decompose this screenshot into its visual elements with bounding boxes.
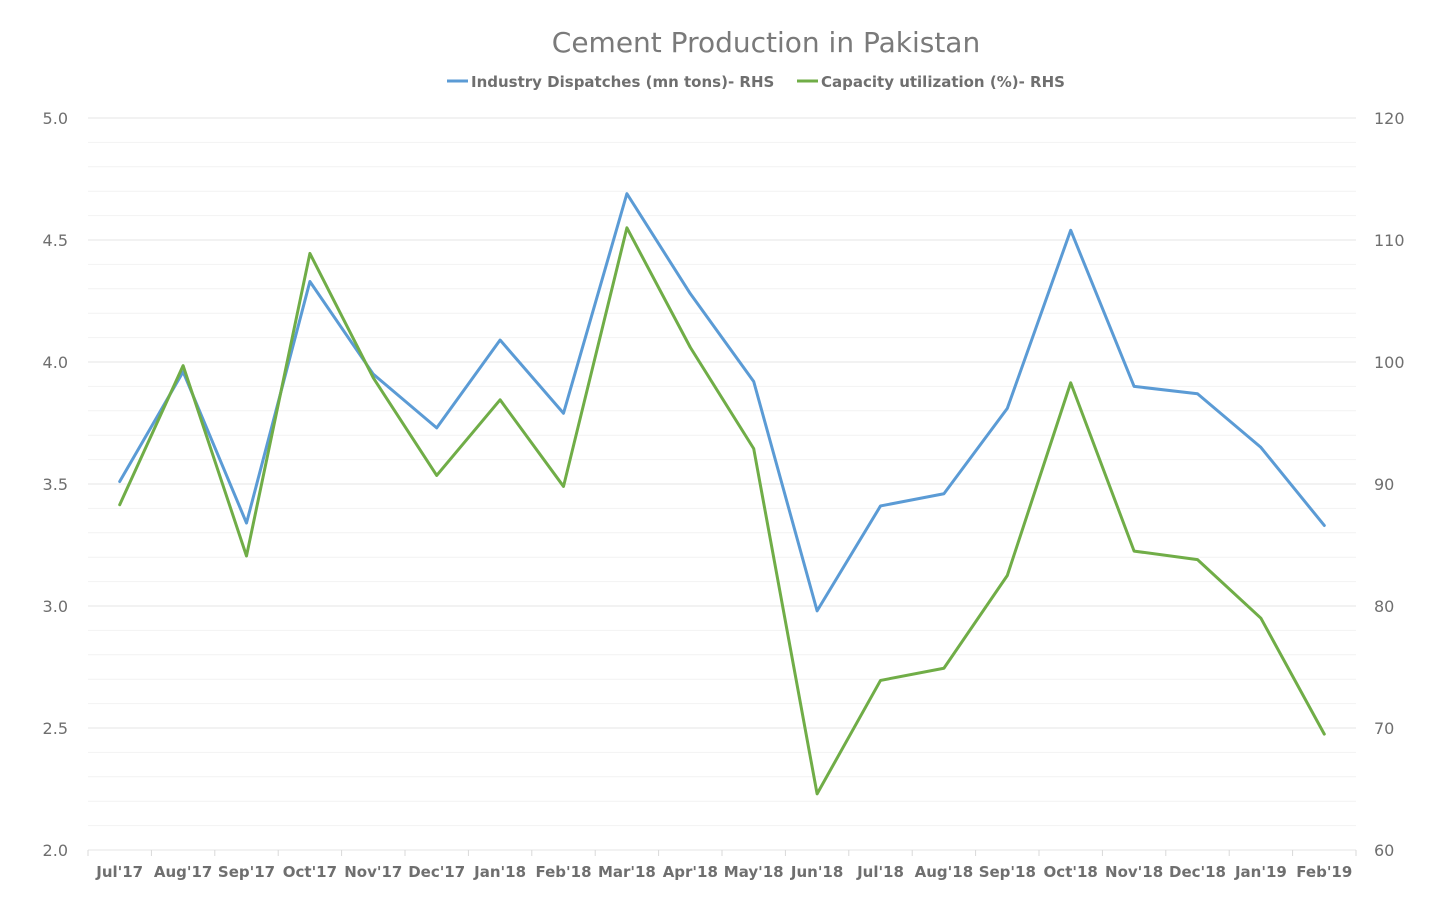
x-tick-label: Sep'18 bbox=[979, 863, 1036, 881]
x-tick-label: Mar'18 bbox=[598, 863, 656, 881]
left-y-tick-label: 3.5 bbox=[43, 475, 68, 494]
x-tick-label: Apr'18 bbox=[663, 863, 718, 881]
x-tick-label: Jan'19 bbox=[1234, 863, 1287, 881]
x-tick-label: Dec'18 bbox=[1169, 863, 1226, 881]
x-tick-label: Aug'18 bbox=[915, 863, 974, 881]
x-tick-label: Jan'18 bbox=[473, 863, 526, 881]
left-y-tick-label: 2.5 bbox=[43, 719, 68, 738]
right-y-tick-label: 110 bbox=[1374, 231, 1405, 250]
x-tick-label: Jun'18 bbox=[790, 863, 843, 881]
x-tick-label: Feb'18 bbox=[535, 863, 591, 881]
x-tick-label: Aug'17 bbox=[154, 863, 213, 881]
right-y-tick-label: 70 bbox=[1374, 719, 1394, 738]
right-y-tick-label: 80 bbox=[1374, 597, 1394, 616]
right-y-tick-label: 120 bbox=[1374, 109, 1405, 128]
right-y-tick-label: 90 bbox=[1374, 475, 1394, 494]
x-tick-label: Nov'18 bbox=[1105, 863, 1163, 881]
x-tick-label: Sep'17 bbox=[218, 863, 275, 881]
x-tick-label: Jul'17 bbox=[95, 863, 143, 881]
x-tick-label: Feb'19 bbox=[1296, 863, 1352, 881]
legend: Industry Dispatches (mn tons)- RHS Capac… bbox=[447, 73, 1065, 91]
gridlines bbox=[87, 117, 1357, 856]
x-axis: Jul'17 Aug'17 Sep'17 Oct'17 Nov'17 Dec'17 Jan'… bbox=[95, 863, 1352, 881]
x-tick-label: Oct'17 bbox=[283, 863, 337, 881]
x-tick-label: Nov'17 bbox=[344, 863, 402, 881]
left-y-tick-label: 4.0 bbox=[43, 353, 68, 372]
legend-label-dispatches: Industry Dispatches (mn tons)- RHS bbox=[471, 73, 774, 91]
x-tick-label: Jul'18 bbox=[856, 863, 904, 881]
left-y-axis: 2.0 2.5 3.0 3.5 4.0 4.5 5.0 bbox=[43, 109, 68, 860]
x-tick-label: Oct'18 bbox=[1044, 863, 1098, 881]
right-y-axis: 60 70 80 90 100 110 120 bbox=[1374, 109, 1405, 860]
left-y-tick-label: 2.0 bbox=[43, 841, 68, 860]
x-tick-label: May'18 bbox=[724, 863, 784, 881]
legend-label-capacity: Capacity utilization (%)- RHS bbox=[821, 73, 1065, 91]
x-tick-label: Dec'17 bbox=[408, 863, 465, 881]
series-line-dispatches bbox=[118, 192, 1326, 613]
right-y-tick-label: 100 bbox=[1374, 353, 1405, 372]
chart-title: Cement Production in Pakistan bbox=[552, 26, 980, 59]
left-y-tick-label: 4.5 bbox=[43, 231, 68, 250]
left-y-tick-label: 3.0 bbox=[43, 597, 68, 616]
series-lines bbox=[118, 192, 1326, 796]
series-line-capacity bbox=[118, 226, 1326, 796]
right-y-tick-label: 60 bbox=[1374, 841, 1394, 860]
left-y-tick-label: 5.0 bbox=[43, 109, 68, 128]
